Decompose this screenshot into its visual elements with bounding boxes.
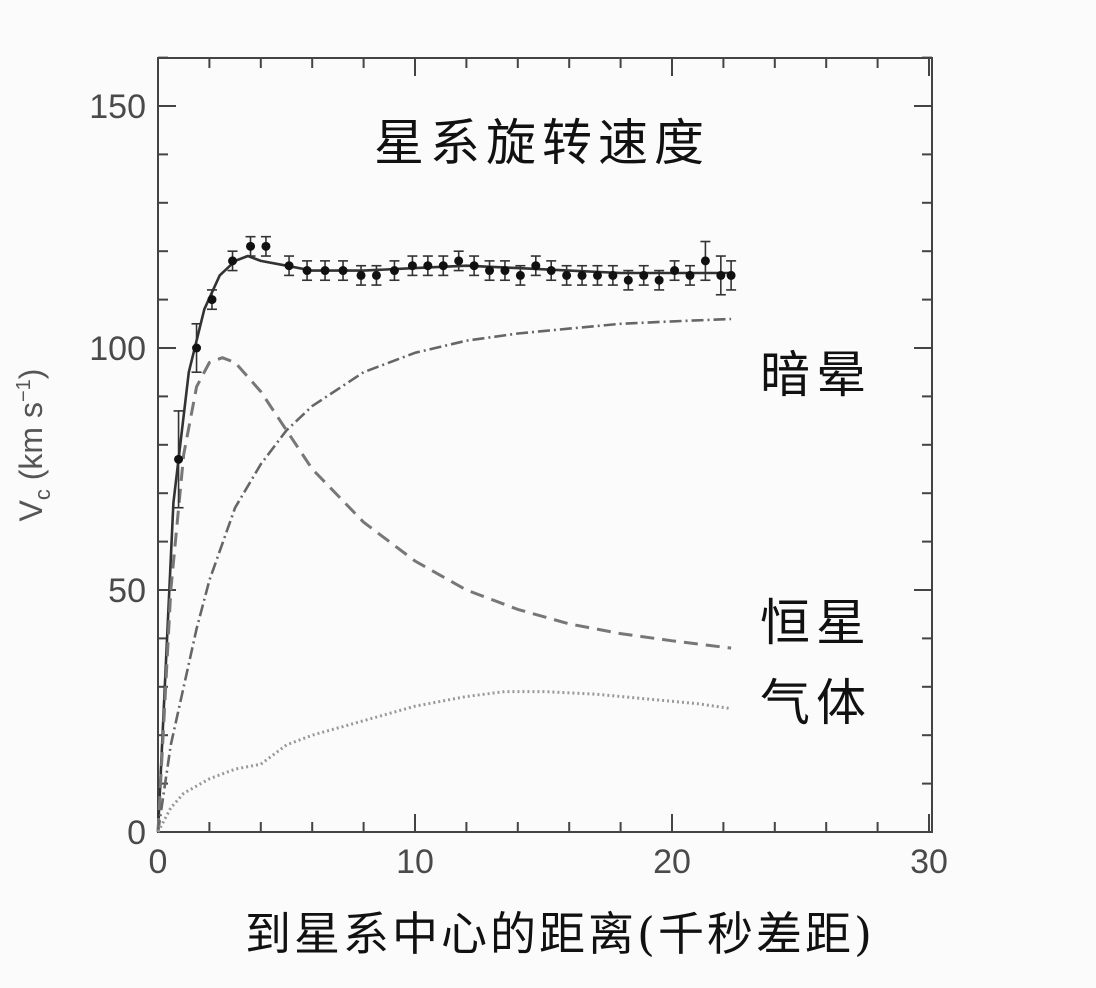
point-marker	[515, 270, 525, 280]
point-marker	[531, 261, 541, 271]
data-point	[320, 260, 331, 282]
point-marker	[228, 256, 238, 266]
point-marker	[438, 261, 448, 271]
chart-title: 星系旋转速度	[374, 114, 710, 172]
point-marker	[485, 266, 495, 276]
point-marker	[592, 270, 602, 280]
data-point	[227, 250, 238, 272]
data-point	[607, 264, 618, 286]
data-point	[206, 289, 217, 311]
data-point	[515, 264, 526, 286]
data-point	[669, 260, 680, 282]
data-point	[356, 264, 367, 286]
data-point	[623, 269, 634, 291]
data-point	[260, 235, 271, 257]
total-fit-line	[156, 254, 732, 833]
observed-points	[173, 235, 737, 509]
point-marker	[389, 266, 399, 276]
y-tick-label: 50	[108, 572, 146, 610]
y-tick-label: 100	[89, 330, 146, 368]
data-point	[546, 260, 557, 282]
data-point	[700, 240, 711, 282]
point-marker	[246, 241, 256, 251]
point-marker	[302, 266, 312, 276]
point-marker	[320, 266, 330, 276]
data-point	[638, 264, 649, 286]
point-marker	[371, 270, 381, 280]
data-point	[173, 410, 184, 509]
point-marker	[700, 256, 710, 266]
data-point	[469, 255, 480, 277]
data-point	[726, 260, 737, 291]
y-axis-units-close: )	[13, 369, 49, 380]
x-axis-label: 到星系中心的距离(千秒差距)	[245, 907, 875, 961]
label-gas: 气体	[760, 674, 872, 732]
data-point	[371, 264, 382, 286]
point-marker	[685, 270, 695, 280]
y-tick-label: 0	[127, 814, 146, 852]
x-tick-label: 10	[396, 843, 434, 881]
data-point	[577, 264, 588, 286]
dark-halo-curve	[156, 317, 732, 833]
label-stars: 恒星	[760, 594, 872, 652]
point-marker	[192, 343, 202, 353]
point-marker	[423, 261, 433, 271]
point-marker	[716, 270, 726, 280]
x-tick-label: 0	[149, 843, 168, 881]
point-marker	[454, 256, 464, 266]
y-axis-symbol: V	[13, 499, 49, 521]
data-point	[302, 260, 313, 282]
data-point	[715, 255, 726, 296]
point-marker	[726, 270, 736, 280]
point-marker	[469, 261, 479, 271]
y-axis-units-exponent: −1	[13, 379, 35, 402]
y-axis-label: Vc (km s−1)	[13, 369, 55, 522]
x-tick-labels: 0 10 20 30	[149, 843, 948, 881]
data-point	[453, 250, 464, 272]
data-point	[592, 264, 603, 286]
point-marker	[577, 270, 587, 280]
point-marker	[608, 270, 618, 280]
data-point	[284, 255, 295, 277]
data-point	[499, 260, 510, 282]
point-marker	[562, 270, 572, 280]
point-marker	[670, 266, 680, 276]
data-point	[389, 260, 400, 282]
point-marker	[356, 270, 366, 280]
data-point	[338, 260, 349, 282]
point-marker	[407, 261, 417, 271]
data-point	[530, 255, 541, 277]
data-point	[654, 269, 665, 291]
point-marker	[639, 270, 649, 280]
data-point	[684, 264, 695, 286]
gas-curve	[156, 690, 732, 833]
x-tick-label: 20	[653, 843, 691, 881]
point-marker	[623, 275, 633, 285]
point-marker	[500, 266, 510, 276]
stars-curve	[156, 356, 732, 833]
data-point	[407, 255, 418, 277]
data-point	[561, 264, 572, 286]
point-marker	[207, 295, 217, 305]
point-marker	[174, 454, 184, 464]
label-dark-halo: 暗晕	[760, 346, 872, 404]
model-curves	[156, 254, 732, 833]
data-point	[245, 235, 256, 257]
data-point	[191, 322, 202, 374]
point-marker	[284, 261, 294, 271]
data-point	[422, 255, 433, 277]
y-axis-units: (km s	[13, 402, 49, 489]
point-marker	[338, 266, 348, 276]
y-axis-subscript: c	[30, 489, 55, 500]
y-tick-label: 150	[89, 88, 146, 126]
point-marker	[261, 241, 271, 251]
data-point	[484, 260, 495, 282]
y-tick-labels: 0 50 100 150	[89, 88, 146, 852]
data-point	[438, 255, 449, 277]
x-tick-label: 30	[910, 843, 948, 881]
point-marker	[654, 275, 664, 285]
point-marker	[546, 266, 556, 276]
